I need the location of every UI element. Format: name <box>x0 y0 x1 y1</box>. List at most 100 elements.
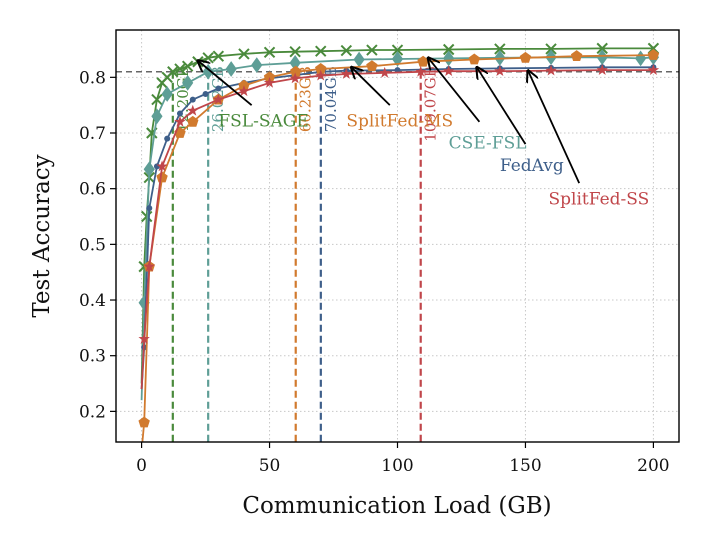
data-point-star <box>596 64 608 75</box>
data-point-x <box>289 46 301 58</box>
data-point-pentagon <box>468 53 480 65</box>
data-point-pentagon <box>315 62 327 74</box>
data-point-x <box>315 45 327 57</box>
data-point-x <box>391 44 404 56</box>
data-point-diamond <box>151 108 163 125</box>
y-tick-label: 0.4 <box>79 291 106 311</box>
data-point-star <box>263 76 276 88</box>
data-point-diamond <box>182 75 194 91</box>
data-point-dot <box>202 91 209 98</box>
x-axis-title: Communication Load (GB) <box>242 493 551 519</box>
data-point-pentagon <box>138 416 150 428</box>
data-point-pentagon <box>647 49 660 60</box>
data-point-star <box>138 333 150 344</box>
data-point-star <box>187 104 199 116</box>
data-point-star <box>647 64 660 75</box>
y-tick-label: 0.5 <box>79 235 106 255</box>
series-splitfed-ss <box>138 64 660 390</box>
data-point-star <box>174 115 186 127</box>
y-axis: 0.2 0.3 0.4 0.5 0.6 0.7 0.8 <box>79 68 116 422</box>
x-axis: 0 50 100 150 200 <box>136 442 670 476</box>
annotation-arrow <box>198 61 253 106</box>
data-point-star <box>156 160 168 172</box>
x-tick-label: 150 <box>509 456 541 476</box>
x-tick-label: 50 <box>259 456 281 476</box>
data-point-x <box>167 66 179 78</box>
data-point-diamond <box>391 51 404 67</box>
data-point-diamond <box>251 57 263 73</box>
data-point-x <box>596 42 608 55</box>
annotation-arrow <box>428 58 481 123</box>
vline-label: 109.07GB <box>422 66 440 141</box>
data-point-star <box>545 64 557 76</box>
series-line <box>140 47 654 384</box>
annotation-label: FSL-SAGE <box>218 111 308 131</box>
grid <box>116 30 679 442</box>
x-tick-label: 0 <box>136 456 147 476</box>
data-point-diamond <box>225 61 237 77</box>
data-point-x <box>366 44 378 56</box>
annotation-arrow <box>477 67 527 145</box>
vline-label: 70.04GB <box>322 66 340 132</box>
data-point-dot <box>189 96 196 103</box>
y-tick-label: 0.3 <box>79 347 106 367</box>
y-tick-label: 0.7 <box>79 124 106 144</box>
data-point-star <box>289 72 301 84</box>
data-point-star <box>143 260 155 272</box>
plot-frame <box>115 29 680 443</box>
data-point-dot <box>164 135 171 142</box>
data-point-star <box>340 67 353 79</box>
data-point-x <box>151 93 163 106</box>
data-point-diamond <box>143 161 155 178</box>
data-point-star <box>442 65 455 77</box>
data-point-dot <box>215 85 222 92</box>
data-point-pentagon <box>187 115 199 127</box>
data-point-pentagon <box>570 50 583 62</box>
data-point-star <box>415 65 427 77</box>
y-axis-title: Test Accuracy <box>29 154 55 317</box>
data-point-x <box>212 50 225 62</box>
data-point-x <box>545 43 557 55</box>
data-point-pentagon <box>238 79 250 91</box>
data-point-star <box>315 69 327 81</box>
data-point-dot <box>176 110 183 117</box>
data-point-x <box>263 46 276 58</box>
data-point-pentagon <box>290 65 302 77</box>
data-point-pentagon <box>417 55 429 67</box>
data-point-star <box>494 65 506 77</box>
data-point-diamond <box>634 50 647 67</box>
annotation-arrow <box>351 67 391 106</box>
data-point-star <box>379 66 391 78</box>
data-point-pentagon <box>519 51 532 63</box>
series-fsl-sage <box>138 42 660 384</box>
vline-label: 60.23GB <box>297 66 315 132</box>
x-tick-label: 200 <box>637 456 669 476</box>
data-point-dot <box>146 205 153 212</box>
annotation-label: SplitFed-SS <box>548 189 649 209</box>
data-point-pentagon <box>156 171 168 183</box>
data-point-diamond <box>161 86 173 102</box>
data-point-x <box>238 48 250 60</box>
data-point-diamond <box>353 51 365 68</box>
data-point-x <box>442 43 455 56</box>
data-point-pentagon <box>366 60 378 72</box>
annotation-label: SplitFed-MS <box>346 111 453 131</box>
data-point-star <box>212 93 225 105</box>
series-group <box>138 42 660 442</box>
y-tick-label: 0.2 <box>79 402 106 422</box>
data-point-x <box>340 44 353 57</box>
data-point-pentagon <box>263 71 276 83</box>
y-tick-label: 0.8 <box>79 68 106 88</box>
data-point-x <box>174 63 186 75</box>
annotation-label: CSE-FSL <box>449 134 527 154</box>
data-point-x <box>181 60 194 72</box>
annotation-label: FedAvg <box>500 156 564 176</box>
data-point-star <box>238 85 250 97</box>
data-point-x <box>494 43 506 55</box>
y-tick-label: 0.6 <box>79 180 106 200</box>
x-tick-label: 100 <box>381 456 413 476</box>
annotation-arrow <box>528 71 581 184</box>
